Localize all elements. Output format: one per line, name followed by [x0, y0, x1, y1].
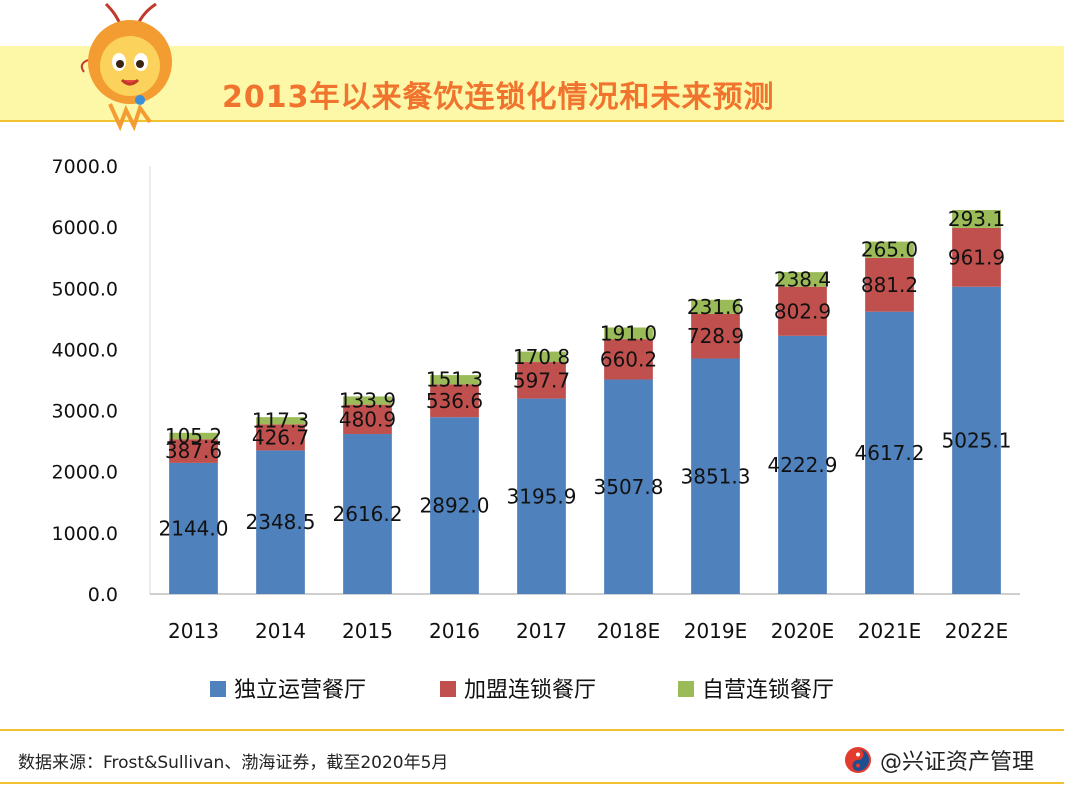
footer-rule-bottom	[0, 782, 1064, 784]
bar-segment	[604, 379, 653, 594]
legend-swatch	[678, 681, 694, 697]
bar-segment	[343, 434, 392, 594]
data-label: 2616.2	[333, 502, 403, 526]
legend-swatch	[210, 681, 226, 697]
bar-segment	[691, 299, 740, 314]
bar-segment	[256, 417, 305, 425]
bar-segment	[865, 311, 914, 594]
bar-segment	[517, 398, 566, 594]
bar-segment	[952, 286, 1001, 594]
bar-segment	[430, 417, 479, 594]
data-label: 170.8	[513, 345, 570, 369]
bar-segment	[604, 327, 653, 340]
title-band	[0, 46, 1064, 122]
y-tick-label: 1000.0	[52, 523, 118, 545]
bar-segment	[256, 424, 305, 451]
x-tick-label: 2021E	[858, 619, 922, 643]
brand-mark: @兴证资产管理	[844, 744, 1034, 776]
bar-segment	[517, 351, 566, 363]
data-label: 5025.1	[942, 428, 1012, 452]
data-label: 426.7	[252, 425, 309, 449]
data-label: 151.3	[426, 368, 483, 392]
data-label: 4222.9	[768, 453, 838, 477]
data-label: 105.2	[165, 424, 222, 448]
data-label: 2892.0	[420, 494, 490, 518]
x-tick-label: 2016	[429, 619, 480, 643]
bar-segment	[169, 432, 218, 440]
data-label: 3851.3	[681, 464, 751, 488]
bar-segment	[604, 339, 653, 380]
x-tick-label: 2013	[168, 619, 219, 643]
data-label: 660.2	[600, 347, 657, 371]
y-tick-label: 6000.0	[52, 217, 118, 239]
bar-segment	[343, 396, 392, 405]
data-label: 4617.2	[855, 441, 925, 465]
data-label: 728.9	[687, 324, 744, 348]
lion-mascot-icon	[80, 2, 172, 132]
bar-segment	[778, 272, 827, 287]
bar-segment	[169, 439, 218, 463]
bar-segment	[169, 462, 218, 594]
data-label: 536.6	[426, 389, 483, 413]
bar-segment	[256, 450, 305, 594]
data-label: 191.0	[600, 321, 657, 345]
x-tick-label: 2020E	[771, 619, 835, 643]
bar-segment	[691, 358, 740, 594]
bar-segment	[952, 210, 1001, 228]
x-tick-label: 2018E	[597, 619, 661, 643]
data-label: 802.9	[774, 299, 831, 323]
bar-segment	[691, 313, 740, 359]
source-note: 数据来源：Frost&Sullivan、渤海证券，截至2020年5月	[18, 753, 449, 773]
bar-segment	[517, 362, 566, 399]
data-label: 597.7	[513, 368, 570, 392]
stacked-bar-chart: 0.0 1000.0 2000.0 3000.0 4000.0 5000.0 6000.0 7…	[52, 156, 1020, 703]
y-tick-label: 0.0	[88, 584, 118, 606]
y-tick-label: 2000.0	[52, 462, 118, 484]
x-tick-label: 2022E	[945, 619, 1009, 643]
bar-segment	[865, 241, 914, 258]
bar-segment	[430, 384, 479, 418]
data-label: 2348.5	[246, 510, 316, 534]
data-label: 387.6	[165, 439, 222, 463]
x-tick-label: 2017	[516, 619, 567, 643]
y-tick-label: 4000.0	[52, 339, 118, 361]
y-tick-label: 5000.0	[52, 278, 118, 300]
brand-logo-icon	[845, 747, 871, 773]
bar-segment	[343, 404, 392, 435]
data-label: 881.2	[861, 273, 918, 297]
legend-label: 独立运营餐厅	[234, 678, 366, 703]
data-label: 265.0	[861, 238, 918, 262]
bar-segment	[430, 375, 479, 385]
bar-segment	[952, 227, 1001, 287]
x-tick-label: 2015	[342, 619, 393, 643]
bar-segment	[778, 286, 827, 336]
data-label: 3195.9	[507, 484, 577, 508]
data-label: 231.6	[687, 295, 744, 319]
legend-label: 加盟连锁餐厅	[464, 678, 596, 703]
legend-label: 自营连锁餐厅	[702, 678, 834, 703]
x-tick-label: 2014	[255, 619, 306, 643]
data-label: 961.9	[948, 245, 1005, 269]
data-label: 238.4	[774, 267, 831, 291]
y-tick-label: 7000.0	[52, 156, 118, 178]
y-tick-label: 3000.0	[52, 401, 118, 423]
brand-name: @兴证资产管理	[880, 750, 1035, 775]
footer-rule-top	[0, 729, 1064, 731]
x-tick-label: 2019E	[684, 619, 748, 643]
data-label: 133.9	[339, 389, 396, 413]
bar-segment	[778, 335, 827, 594]
data-label: 480.9	[339, 407, 396, 431]
bar-segment	[865, 257, 914, 312]
data-label: 117.3	[252, 409, 309, 433]
page-title: 2013年以来餐饮连锁化情况和未来预测	[222, 80, 775, 115]
data-label: 293.1	[948, 207, 1005, 231]
legend-swatch	[440, 681, 456, 697]
data-label: 3507.8	[594, 475, 664, 499]
data-label: 2144.0	[159, 516, 229, 540]
